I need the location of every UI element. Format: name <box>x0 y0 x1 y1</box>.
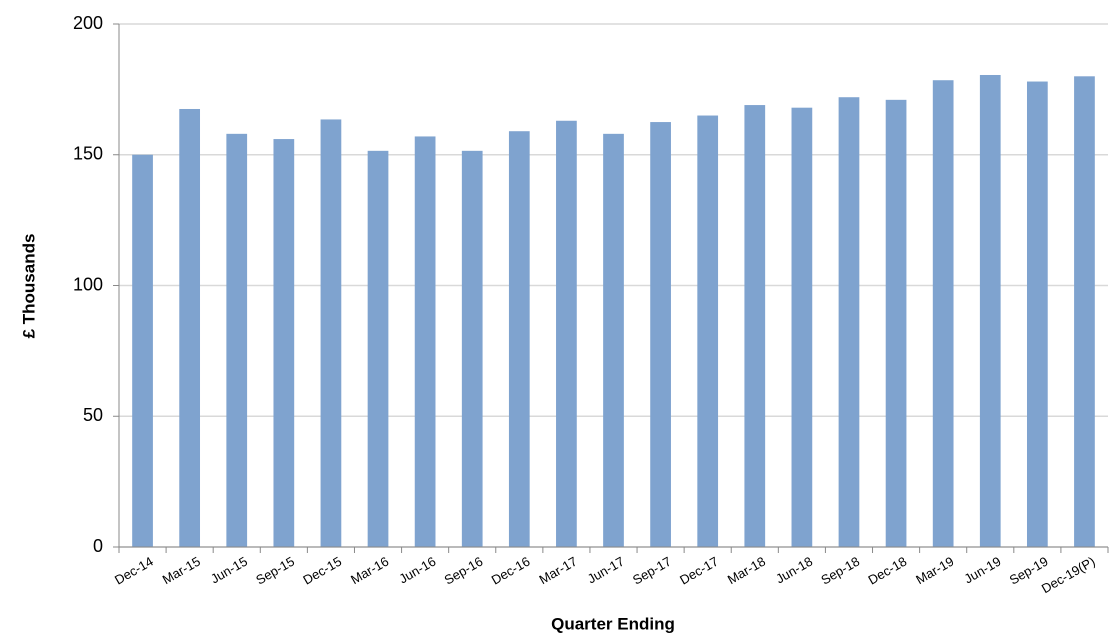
y-axis-title: £ Thousands <box>19 234 38 339</box>
y-tick-label: 150 <box>73 144 103 164</box>
y-tick-label: 0 <box>93 536 103 556</box>
bar <box>414 136 436 547</box>
x-tick-label: Mar-15 <box>160 554 203 588</box>
x-tick-label: Dec-14 <box>112 554 156 588</box>
x-tick-label: Mar-18 <box>725 554 768 588</box>
x-tick-label: Sep-15 <box>253 554 297 588</box>
bar <box>885 99 907 548</box>
x-tick-label: Sep-16 <box>442 554 486 588</box>
x-tick-label: Sep-18 <box>818 554 862 588</box>
bar <box>508 131 530 547</box>
x-axis-title: Quarter Ending <box>551 614 675 633</box>
bar <box>556 120 577 547</box>
x-tick-label: Dec-15 <box>300 554 344 588</box>
bar <box>650 122 671 547</box>
bar <box>1074 76 1095 548</box>
x-tick-label: Dec-17 <box>677 554 721 588</box>
x-tick-label: Jun-16 <box>396 554 438 587</box>
bar <box>320 119 342 547</box>
x-tick-label: Dec-16 <box>489 554 533 588</box>
bar <box>932 80 954 547</box>
bar <box>979 74 1001 548</box>
x-tick-label: Mar-16 <box>348 554 391 588</box>
x-tick-label: Jun-18 <box>773 554 815 587</box>
y-tick-label: 200 <box>73 13 103 33</box>
y-tick-label: 50 <box>83 405 103 425</box>
y-tick-label: 100 <box>73 274 103 294</box>
bar <box>273 139 295 547</box>
bar <box>461 150 483 547</box>
x-tick-label: Jun-19 <box>962 554 1004 587</box>
x-tick-label: Jun-15 <box>208 554 250 587</box>
bar <box>697 115 719 548</box>
x-tick-label: Mar-17 <box>536 554 579 588</box>
bar <box>226 133 248 547</box>
x-tick-label: Sep-17 <box>630 554 674 588</box>
bar <box>132 154 153 547</box>
bar <box>179 108 201 548</box>
bar <box>1026 81 1048 547</box>
bar <box>791 107 813 548</box>
bar <box>367 150 389 547</box>
bar <box>744 105 766 547</box>
bar <box>603 133 624 547</box>
x-tick-label: Mar-19 <box>913 554 956 588</box>
x-tick-label: Dec-18 <box>865 554 909 588</box>
x-tick-label: Jun-17 <box>585 554 627 587</box>
x-tick-label: Dec-19(P) <box>1039 554 1098 597</box>
bar <box>838 97 860 547</box>
